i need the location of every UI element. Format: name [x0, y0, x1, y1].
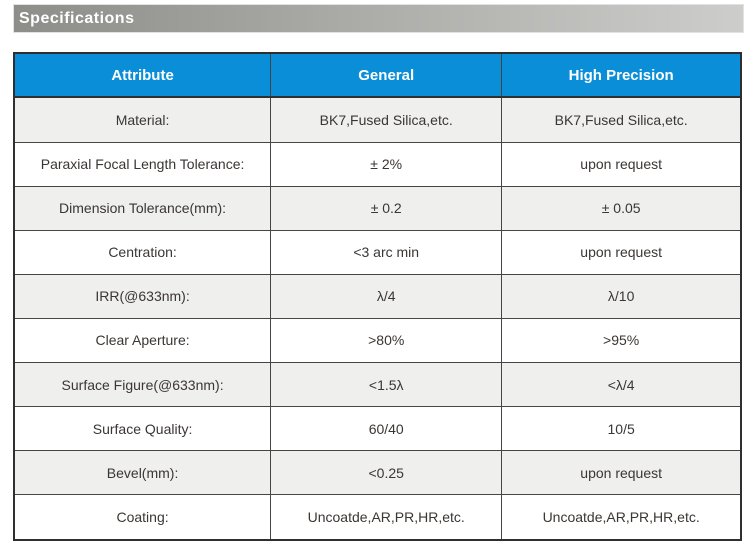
- high-precision-cell: <λ/4: [501, 361, 742, 408]
- column-header-attribute: Attribute: [13, 52, 272, 98]
- high-precision-cell: ± 0.05: [501, 185, 742, 231]
- table-row: Surface Quality: 60/40 10/5: [13, 406, 742, 452]
- spec-table-header: Attribute General High Precision: [13, 52, 742, 98]
- table-row: Dimension Tolerance(mm): ± 0.2 ± 0.05: [13, 185, 742, 231]
- table-row: Paraxial Focal Length Tolerance: ± 2% upon…: [13, 141, 742, 187]
- attribute-cell: Centration:: [13, 229, 272, 275]
- general-cell: Uncoatde,AR,PR,HR,etc.: [270, 494, 503, 541]
- attribute-cell: Clear Aperture:: [13, 317, 272, 363]
- general-cell: ± 2%: [270, 141, 503, 187]
- specifications-table: Attribute General High Precision Materia…: [13, 52, 742, 541]
- column-header-general: General: [270, 52, 503, 98]
- high-precision-cell: Uncoatde,AR,PR,HR,etc.: [501, 494, 742, 541]
- header-row: Attribute General High Precision: [13, 52, 742, 98]
- attribute-cell: Dimension Tolerance(mm):: [13, 185, 272, 231]
- attribute-cell: Coating:: [13, 494, 272, 541]
- table-row: Surface Figure(@633nm): <1.5λ <λ/4: [13, 361, 742, 408]
- general-cell: ± 0.2: [270, 185, 503, 231]
- high-precision-cell: upon request: [501, 450, 742, 496]
- high-precision-cell: 10/5: [501, 406, 742, 452]
- general-cell: <1.5λ: [270, 361, 503, 408]
- high-precision-cell: upon request: [501, 229, 742, 275]
- high-precision-cell: BK7,Fused Silica,etc.: [501, 96, 742, 143]
- table-row: Bevel(mm): <0.25 upon request: [13, 450, 742, 496]
- high-precision-cell: upon request: [501, 141, 742, 187]
- spec-table-body: Material: BK7,Fused Silica,etc. BK7,Fused …: [13, 96, 742, 541]
- table-row: Material: BK7,Fused Silica,etc. BK7,Fused …: [13, 96, 742, 143]
- general-cell: BK7,Fused Silica,etc.: [270, 96, 503, 143]
- column-header-high-precision: High Precision: [501, 52, 742, 98]
- attribute-cell: Material:: [13, 96, 272, 143]
- attribute-cell: Bevel(mm):: [13, 450, 272, 496]
- high-precision-cell: >95%: [501, 317, 742, 363]
- general-cell: >80%: [270, 317, 503, 363]
- section-title: Specifications: [19, 9, 135, 27]
- general-cell: <3 arc min: [270, 229, 503, 275]
- table-row: Coating: Uncoatde,AR,PR,HR,etc. Uncoatde,A…: [13, 494, 742, 541]
- section-banner: Specifications: [13, 4, 744, 33]
- general-cell: λ/4: [270, 273, 503, 319]
- attribute-cell: Surface Quality:: [13, 406, 272, 452]
- table-row: Centration: <3 arc min upon request: [13, 229, 742, 275]
- attribute-cell: Surface Figure(@633nm):: [13, 361, 272, 408]
- high-precision-cell: λ/10: [501, 273, 742, 319]
- general-cell: 60/40: [270, 406, 503, 452]
- attribute-cell: IRR(@633nm):: [13, 273, 272, 319]
- table-row: Clear Aperture: >80% >95%: [13, 317, 742, 363]
- general-cell: <0.25: [270, 450, 503, 496]
- table-row: IRR(@633nm): λ/4 λ/10: [13, 273, 742, 319]
- attribute-cell: Paraxial Focal Length Tolerance:: [13, 141, 272, 187]
